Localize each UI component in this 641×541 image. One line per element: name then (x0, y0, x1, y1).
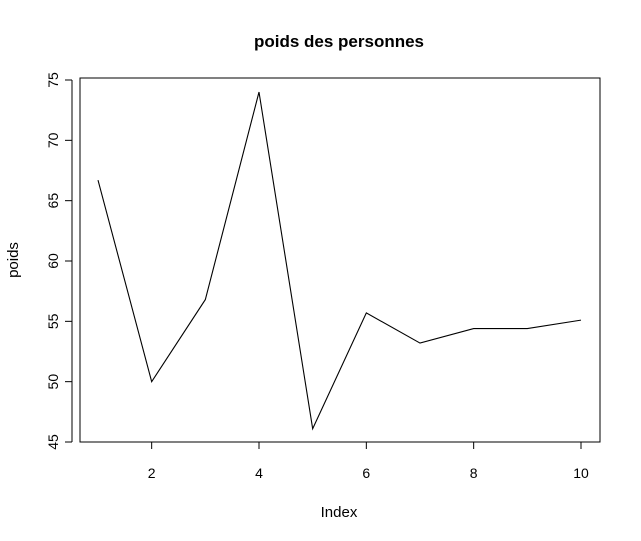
y-tick-label: 55 (45, 313, 61, 329)
y-tick-label: 50 (45, 374, 61, 390)
y-tick-label: 75 (45, 72, 61, 88)
plot-frame (79, 77, 601, 443)
x-tick-label: 2 (148, 465, 156, 481)
x-tick-label: 4 (255, 465, 263, 481)
chart-title: poids des personnes (254, 32, 424, 51)
series-line (97, 91, 582, 431)
x-axis-label: Index (321, 504, 358, 521)
y-tick-label: 65 (45, 193, 61, 209)
y-tick-label: 70 (45, 132, 61, 148)
series-group (97, 91, 582, 431)
y-axis-label: poids (5, 242, 22, 278)
x-tick-label: 8 (470, 465, 478, 481)
y-tick-label: 60 (45, 253, 61, 269)
x-tick-label: 10 (573, 465, 589, 481)
x-axis: 2 4 6 8 10 (148, 441, 589, 481)
y-axis: 45 50 55 60 65 70 75 (45, 72, 73, 450)
y-tick-label: 45 (45, 434, 61, 450)
x-tick-label: 6 (362, 465, 370, 481)
